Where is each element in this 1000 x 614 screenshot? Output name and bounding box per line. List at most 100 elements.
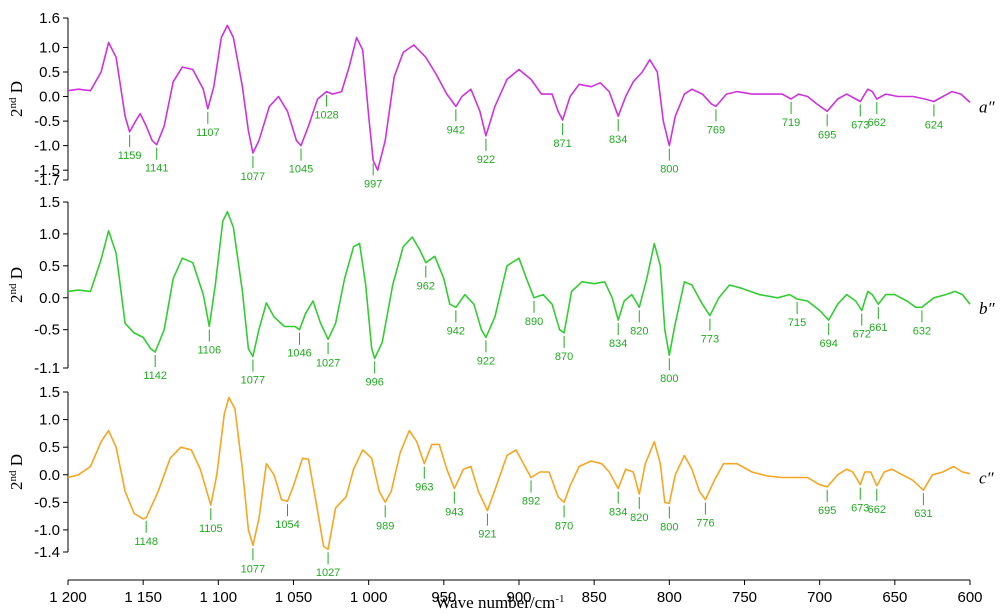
- peak-label: 769: [707, 124, 725, 136]
- x-tick-label: 1 000: [350, 589, 388, 606]
- y-tick-label: -1.5: [34, 162, 60, 179]
- y-axis-label: 2nd D: [7, 454, 26, 490]
- peak-label: 672: [853, 329, 871, 341]
- peak-label: 921: [478, 529, 496, 541]
- y-tick-label: 0.0: [39, 89, 60, 106]
- y-tick-label: 1.0: [39, 39, 60, 56]
- peak-label: 624: [925, 119, 943, 131]
- x-tick-label: 1 150: [124, 589, 162, 606]
- panel-1: 1.6 1.0 0.5 0.0 -0.5 -1.0 -1.5-1.7 2nd D 1159114…: [7, 10, 996, 190]
- y-tick-label: 0.0: [39, 467, 60, 484]
- peak-label: 1027: [316, 357, 340, 369]
- peak-label: 1045: [289, 164, 313, 176]
- y-tick-label: 0.5: [39, 439, 60, 456]
- y-tick-label: -1.4: [34, 544, 60, 561]
- peak-label: 834: [609, 338, 627, 350]
- x-tick-label: 850: [582, 589, 607, 606]
- peak-label: 695: [818, 505, 836, 517]
- peak-label: 834: [609, 507, 627, 519]
- peak-label: 820: [630, 325, 648, 337]
- x-tick-label: 600: [957, 589, 982, 606]
- y-tick-label: 1.6: [39, 10, 60, 27]
- y-tick-label: -1.0: [34, 522, 60, 539]
- peak-label: 892: [522, 496, 540, 508]
- y-tick-label: -1.7: [34, 172, 60, 189]
- peak-label: 890: [525, 316, 543, 328]
- peak-label: 662: [868, 504, 886, 516]
- peak-label: 1107: [196, 127, 220, 139]
- y-tick-label: 0.0: [39, 290, 60, 307]
- peak-label: 776: [696, 518, 714, 530]
- peak-label: 694: [820, 338, 838, 350]
- peak-label: 942: [447, 325, 465, 337]
- peak-label: 773: [701, 334, 719, 346]
- peak-label: 871: [553, 138, 571, 150]
- panel-label: c″: [979, 469, 995, 488]
- peak-label: 834: [609, 134, 627, 146]
- panel-label: a″: [979, 97, 996, 116]
- peak-label: 695: [818, 129, 836, 141]
- panel-3: 1.5 1.0 0.5 0.0 -0.5 -1.0 -1.4 2nd D 1148 1105 107…: [7, 384, 995, 579]
- y-tick-label: -0.5: [34, 322, 60, 339]
- spectrum-line: [67, 24, 971, 171]
- peak-label: 962: [417, 281, 435, 293]
- peak-label: 715: [788, 317, 806, 329]
- x-tick-label: 950: [431, 589, 456, 606]
- peak-label: 942: [447, 124, 465, 136]
- panel-label: b″: [979, 299, 996, 318]
- x-axis-label: Wave number/cm-1: [435, 593, 564, 612]
- panel-2: 1.5 1.0 0.5 0.0 -0.5 -1.1 2nd D 1142 1106 1077 104…: [7, 194, 996, 388]
- peak-label: 800: [660, 521, 678, 533]
- peak-label: 1141: [145, 163, 169, 175]
- y-tick-label: 0.5: [39, 64, 60, 81]
- peak-label: 673: [851, 119, 869, 131]
- peak-label: 632: [913, 325, 931, 337]
- x-tick-label: 650: [882, 589, 907, 606]
- peak-label: 989: [376, 520, 394, 532]
- peak-label: 1077: [241, 375, 265, 387]
- peak-label: 1159: [118, 150, 142, 162]
- y-axis-label: 2nd D: [7, 81, 26, 117]
- y-tick-label: -1.0: [34, 138, 60, 155]
- peak-label: 870: [555, 520, 573, 532]
- peak-label: 1106: [197, 345, 221, 357]
- y-tick-label: 1.5: [39, 194, 60, 211]
- peak-label: 820: [630, 512, 648, 524]
- peak-label: 631: [914, 508, 932, 520]
- peak-label: 673: [851, 503, 869, 515]
- peak-label: 1054: [275, 519, 299, 531]
- spectrum-line: [67, 396, 971, 551]
- peak-label: 922: [477, 355, 495, 367]
- peak-label: 1142: [143, 370, 167, 382]
- peak-label: 1046: [287, 348, 311, 360]
- spectrum-line: [67, 210, 971, 360]
- peak-label: 943: [445, 507, 463, 519]
- x-tick-label: 700: [807, 589, 832, 606]
- peak-label: 1077: [241, 171, 265, 183]
- peak-label: 661: [869, 322, 887, 334]
- peak-label: 870: [555, 351, 573, 363]
- peak-label: 800: [660, 164, 678, 176]
- y-tick-label: 1.5: [39, 384, 60, 401]
- peak-label: 1027: [316, 567, 340, 579]
- x-tick-label: 1 200: [49, 589, 87, 606]
- y-axis-label: 2nd D: [7, 267, 26, 303]
- y-tick-label: 0.5: [39, 258, 60, 275]
- y-tick-label: 1.0: [39, 412, 60, 429]
- x-tick-label: 800: [657, 589, 682, 606]
- peak-label: 996: [366, 376, 384, 388]
- peak-label: 922: [477, 154, 495, 166]
- peak-label: 1105: [199, 523, 223, 535]
- x-tick-label: 750: [732, 589, 757, 606]
- peak-label: 1077: [241, 563, 265, 575]
- y-tick-label: 1.0: [39, 226, 60, 243]
- x-tick-label: 1 100: [200, 589, 238, 606]
- y-tick-label: -0.5: [34, 113, 60, 130]
- x-tick-label: 1 050: [275, 589, 313, 606]
- peak-label: 963: [415, 482, 433, 494]
- peak-label: 800: [660, 373, 678, 385]
- peak-label: 662: [868, 117, 886, 129]
- peak-label: 997: [364, 178, 382, 190]
- x-tick-label: 900: [506, 589, 531, 606]
